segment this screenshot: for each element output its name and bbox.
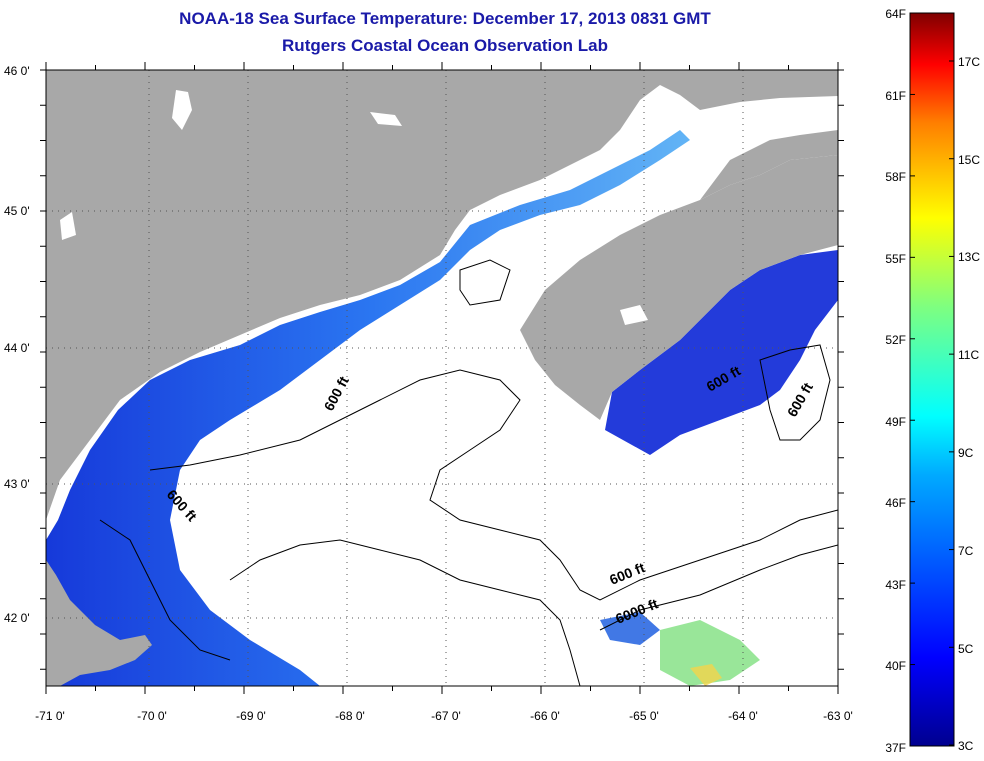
sst-warm-patch xyxy=(660,620,760,686)
cbar-f-43: 43F xyxy=(885,578,906,592)
lat-label-45: 45 0' xyxy=(4,204,30,218)
lat-label-46: 46 0' xyxy=(4,64,30,78)
sst-coverage-gulf xyxy=(46,130,690,686)
map-layers xyxy=(46,70,838,686)
cbar-f-40: 40F xyxy=(885,659,906,673)
cbar-f-61: 61F xyxy=(885,89,906,103)
land-new-england xyxy=(46,70,838,520)
colorbar-gradient xyxy=(909,12,955,747)
axis-ticks xyxy=(40,62,844,694)
cbar-c-15: 15C xyxy=(958,153,980,167)
sst-coverage-scotian xyxy=(605,250,838,455)
sst-blue-patch-south xyxy=(600,612,660,645)
cbar-f-49: 49F xyxy=(885,415,906,429)
cbar-c-17: 17C xyxy=(958,55,980,69)
land-nova-scotia xyxy=(520,155,838,420)
cbar-c-5: 5C xyxy=(958,642,974,656)
land-cape-cod xyxy=(46,560,152,686)
lon-label-64: -64 0' xyxy=(728,709,758,723)
cbar-f-55: 55F xyxy=(885,252,906,266)
lon-label-68: -68 0' xyxy=(335,709,365,723)
land-new-brunswick xyxy=(700,130,838,200)
lat-label-43: 43 0' xyxy=(4,477,30,491)
lon-label-65: -65 0' xyxy=(629,709,659,723)
map-subtitle: Rutgers Coastal Ocean Observation Lab xyxy=(282,36,608,55)
graticule xyxy=(46,70,838,686)
lon-label-67: -67 0' xyxy=(431,709,461,723)
lon-label-66: -66 0' xyxy=(530,709,560,723)
cbar-f-46: 46F xyxy=(885,496,906,510)
lon-label-70: -70 0' xyxy=(137,709,167,723)
colorbar: 64F 61F 58F 55F 52F 49F 46F 43F 40F 37F … xyxy=(885,7,980,755)
map-title: NOAA-18 Sea Surface Temperature: Decembe… xyxy=(179,9,711,28)
lon-label-71: -71 0' xyxy=(35,709,65,723)
cbar-c-11: 11C xyxy=(958,348,979,362)
sst-warm-patch-2 xyxy=(690,664,722,686)
lon-label-63: -63 0' xyxy=(823,709,853,723)
lat-label-44: 44 0' xyxy=(4,341,30,355)
cbar-c-3: 3C xyxy=(958,739,974,753)
cbar-f-58: 58F xyxy=(885,170,906,184)
cbar-c-9: 9C xyxy=(958,446,974,460)
cbar-c-13: 13C xyxy=(958,250,980,264)
cbar-f-52: 52F xyxy=(885,333,906,347)
bathymetry-contours xyxy=(99,259,838,686)
lon-label-69: -69 0' xyxy=(236,709,266,723)
cbar-f-37: 37F xyxy=(885,741,906,755)
lakes xyxy=(60,90,648,325)
cbar-f-64: 64F xyxy=(885,7,906,21)
lat-label-42: 42 0' xyxy=(4,611,30,625)
cbar-c-7: 7C xyxy=(958,544,974,558)
